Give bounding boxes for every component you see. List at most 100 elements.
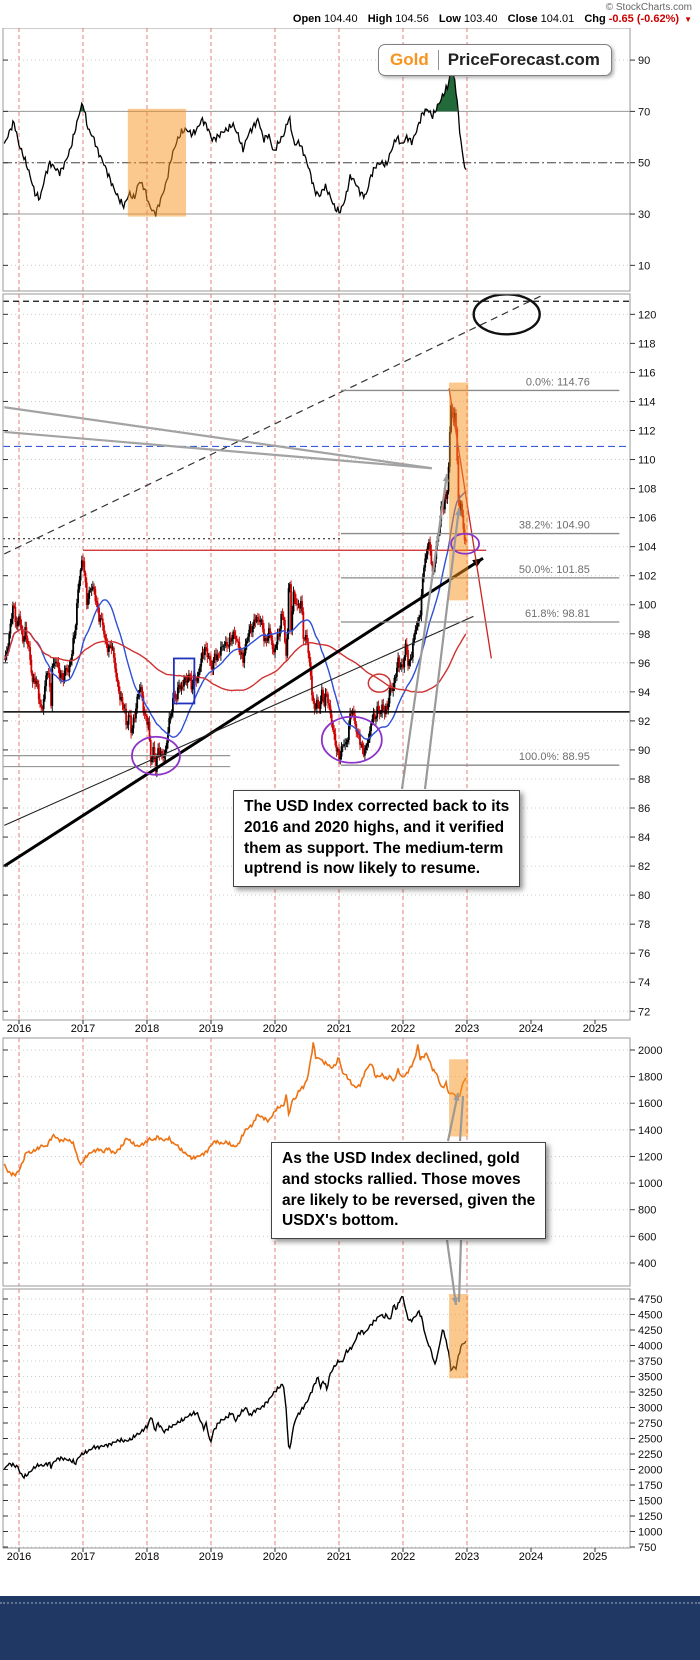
svg-text:4500: 4500: [638, 1309, 662, 1321]
ohlc-open-label: Open: [292, 13, 322, 25]
svg-text:2019: 2019: [199, 1551, 223, 1563]
svg-text:2017: 2017: [71, 1551, 95, 1563]
svg-text:90: 90: [638, 55, 650, 67]
svg-text:102: 102: [638, 571, 656, 583]
svg-text:2016: 2016: [7, 1551, 31, 1563]
ohlc-close-label: Close: [507, 13, 538, 25]
svg-text:104: 104: [638, 542, 656, 554]
panel-usdx: 0.0%: 114.76 38.2%: 104.90 50.0%: 101.85 61…: [3, 294, 630, 1020]
logo-site-label: PriceForecast.com: [447, 50, 600, 69]
year-axis: 2016 2017 2018 2019 2020 2021 2022 2023 2024 2025: [7, 1020, 607, 1035]
svg-text:84: 84: [638, 832, 650, 844]
svg-text:0.0%: 114.76: 0.0%: 114.76: [526, 376, 590, 388]
svg-text:61.8%: 98.81: 61.8%: 98.81: [525, 608, 590, 620]
ohlc-chg-value: -0.65 (-0.62%): [608, 13, 680, 25]
svg-text:76: 76: [638, 948, 650, 960]
ohlc-low-label: Low: [438, 13, 461, 25]
panel-rsi-axis: 90 70 50 30 10: [2, 27, 650, 292]
svg-text:800: 800: [638, 1205, 656, 1217]
panel-gold: [3, 1038, 630, 1286]
svg-text:88: 88: [638, 774, 650, 786]
svg-text:2000: 2000: [638, 1045, 662, 1057]
svg-text:50: 50: [638, 158, 650, 170]
svg-text:38.2%: 104.90: 38.2%: 104.90: [519, 520, 590, 532]
year-axis: 2016 2017 2018 2019 2020 2021 2022 2023 2024 2025: [7, 1548, 607, 1563]
svg-text:2024: 2024: [519, 1551, 543, 1563]
svg-text:2250: 2250: [638, 1449, 662, 1461]
svg-text:1500: 1500: [638, 1496, 662, 1508]
svg-text:2022: 2022: [391, 1023, 415, 1035]
svg-text:96: 96: [638, 658, 650, 670]
svg-text:2020: 2020: [263, 1551, 287, 1563]
svg-text:2500: 2500: [638, 1433, 662, 1445]
panel-usdx-axis: 120 118 116 114 112 110 108 106 104 102 100 98 96 94 9…: [2, 293, 656, 1021]
svg-text:3000: 3000: [638, 1402, 662, 1414]
svg-text:1400: 1400: [638, 1125, 662, 1137]
svg-text:1000: 1000: [638, 1178, 662, 1190]
ohlc-row: Open 104.40 High 104.56 Low 103.40 Close 104…: [286, 13, 692, 25]
svg-text:1200: 1200: [638, 1151, 662, 1163]
svg-text:120: 120: [638, 309, 656, 321]
svg-text:94: 94: [638, 687, 650, 699]
svg-text:92: 92: [638, 716, 650, 728]
svg-text:110: 110: [638, 455, 656, 467]
svg-text:1600: 1600: [638, 1098, 662, 1110]
annotation-box-usd: The USD Index corrected back to its 2016…: [233, 790, 521, 888]
annotation-box-gold-stocks: As the USD Index declined, gold and stoc…: [271, 1142, 547, 1240]
svg-text:2022: 2022: [391, 1551, 415, 1563]
svg-text:1750: 1750: [638, 1480, 662, 1492]
svg-text:2021: 2021: [327, 1023, 351, 1035]
svg-text:600: 600: [638, 1231, 656, 1243]
panel-gold-axis: 2000 1800 1600 1400 1200 1000 800 600 400: [2, 1037, 662, 1287]
copyright-text: © StockCharts.com: [605, 2, 692, 13]
ohlc-close-value: 104.01: [540, 13, 575, 25]
svg-text:100.0%: 88.95: 100.0%: 88.95: [519, 751, 590, 763]
svg-text:2021: 2021: [327, 1551, 351, 1563]
svg-text:30: 30: [638, 209, 650, 221]
svg-text:2020: 2020: [263, 1023, 287, 1035]
svg-text:114: 114: [638, 396, 656, 408]
logo-gold-label: Gold: [390, 50, 429, 69]
svg-text:2024: 2024: [519, 1023, 543, 1035]
svg-text:78: 78: [638, 919, 650, 931]
svg-text:106: 106: [638, 513, 656, 525]
svg-text:3500: 3500: [638, 1371, 662, 1383]
svg-text:1000: 1000: [638, 1527, 662, 1539]
svg-text:10: 10: [638, 260, 650, 272]
ohlc-high-value: 104.56: [395, 13, 429, 25]
svg-text:100: 100: [638, 600, 656, 612]
footer-divider: [0, 1602, 700, 1604]
svg-text:70: 70: [638, 106, 650, 118]
footer-bar: [0, 1596, 700, 1660]
ohlc-high-label: High: [367, 13, 393, 25]
svg-text:86: 86: [638, 803, 650, 815]
svg-text:50.0%: 101.85: 50.0%: 101.85: [519, 564, 590, 576]
panel-spx: [3, 1289, 630, 1548]
svg-text:2019: 2019: [199, 1023, 223, 1035]
ohlc-chg-label: Chg: [584, 13, 606, 25]
svg-text:1800: 1800: [638, 1072, 662, 1084]
svg-text:2023: 2023: [455, 1551, 479, 1563]
svg-text:1250: 1250: [638, 1511, 662, 1523]
svg-text:118: 118: [638, 338, 656, 350]
svg-text:400: 400: [638, 1258, 656, 1270]
ohlc-open-value: 104.40: [324, 13, 358, 25]
svg-text:2750: 2750: [638, 1418, 662, 1430]
svg-text:2018: 2018: [135, 1023, 159, 1035]
svg-text:74: 74: [638, 977, 650, 989]
logo-badge[interactable]: Gold PriceForecast.com: [378, 44, 612, 76]
change-down-icon: ▼: [684, 15, 692, 24]
svg-text:2000: 2000: [638, 1465, 662, 1477]
panel-rsi: [3, 28, 630, 291]
logo-divider: [437, 50, 439, 70]
svg-text:2025: 2025: [583, 1023, 607, 1035]
header: © StockCharts.com Open 104.40 High 104.56 …: [0, 0, 700, 28]
svg-text:98: 98: [638, 629, 650, 641]
svg-text:112: 112: [638, 425, 656, 437]
svg-text:2016: 2016: [7, 1023, 31, 1035]
svg-text:82: 82: [638, 861, 650, 873]
ohlc-low-value: 103.40: [463, 13, 498, 25]
svg-text:116: 116: [638, 367, 656, 379]
